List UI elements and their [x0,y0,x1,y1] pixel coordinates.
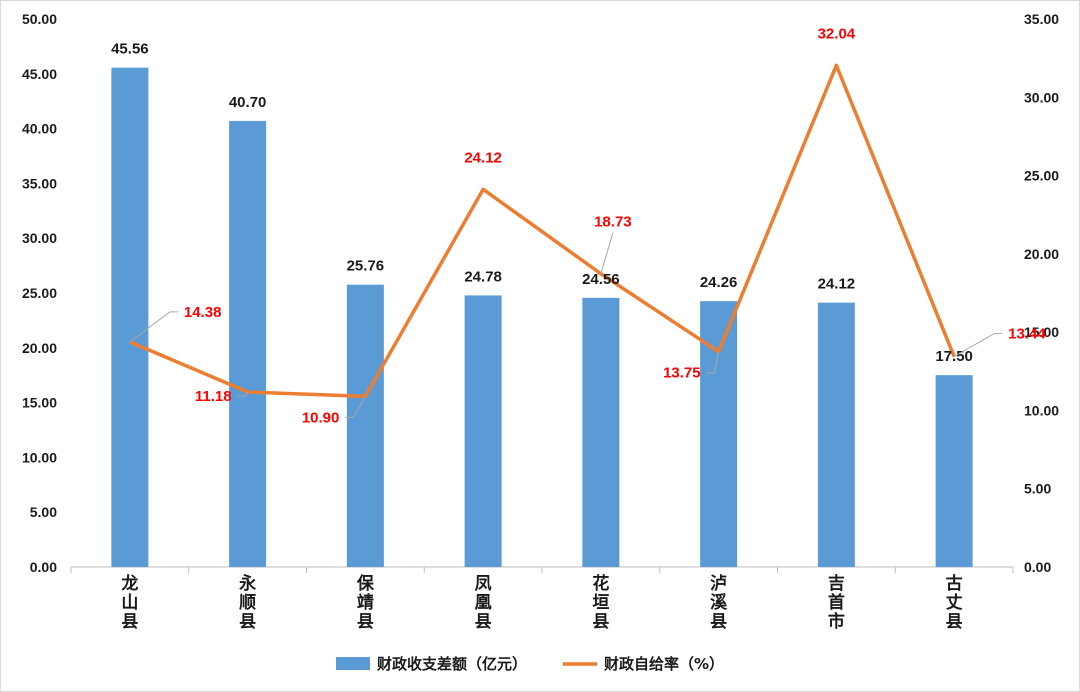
line-value-label: 18.73 [594,214,632,231]
line-value-label: 13.44 [1008,326,1046,343]
y-left-tick-label: 45.00 [22,66,57,82]
bar [817,302,855,567]
bar [582,297,620,567]
data-labels: 45.56 40.70 25.76 24.78 24.56 24.26 24.12 17.50… [111,25,1046,426]
x-category-label: 永顺县 [238,573,256,632]
bar [935,375,973,567]
line-value-label: 24.12 [464,149,502,166]
bar [111,67,149,567]
bar [229,120,267,567]
line-value-label: 10.90 [302,409,340,426]
bar-value-label: 45.56 [111,41,149,58]
y-left-tick-label: 40.00 [22,121,57,137]
y-right-tick-label: 20.00 [1024,246,1059,262]
y-left-tick-label: 35.00 [22,175,57,191]
bar-series [111,67,973,567]
line-value-label: 32.04 [818,25,856,42]
legend: 财政收支差额（亿元） 财政自给率（%） [336,655,724,673]
x-category-label: 花垣县 [592,573,609,632]
bar-value-label: 24.56 [582,271,620,288]
x-category-label: 保靖县 [356,573,375,632]
x-category-label: 龙山县 [120,573,138,632]
y-right-tick-label: 5.00 [1024,481,1051,497]
y-left-tick-label: 30.00 [22,230,57,246]
y-left-tick-label: 5.00 [30,504,57,520]
bar-value-label: 24.12 [818,276,856,293]
y-left-tick-label: 25.00 [22,285,57,301]
bar [346,284,384,567]
y-right-tick-label: 15.00 [1024,324,1059,340]
line-value-label: 14.38 [184,304,222,321]
legend-label-line: 财政自给率（%） [604,655,724,673]
leader-line [706,351,720,374]
bar-value-label: 24.78 [464,268,502,285]
x-category-label: 凤凰县 [475,574,492,632]
y-left-tick-label: 15.00 [22,395,57,411]
y-left-tick-label: 10.00 [22,449,57,465]
bar-value-label: 17.50 [935,348,973,365]
leader-line [953,333,1003,358]
bar-value-label: 24.26 [700,274,738,291]
bar-value-label: 40.70 [229,94,267,111]
y-left-tick-label: 50.00 [22,11,57,27]
bar-value-label: 25.76 [347,258,385,275]
bar [700,301,738,567]
leader-line [345,396,366,418]
leader-line [600,232,614,274]
line-value-label: 11.18 [195,388,232,405]
line-series [129,63,956,399]
x-category-label: 泸溪县 [710,574,728,632]
x-category-label: 古丈县 [946,573,963,632]
leader-line [237,391,249,397]
y-left-tick-label: 20.00 [22,340,57,356]
axes: 0.00 5.00 10.00 15.00 20.00 25.00 30.00 35.00 40… [22,11,1059,632]
y-right-tick-label: 30.00 [1024,89,1059,105]
line-path [129,63,956,399]
y-left-tick-label: 0.00 [30,559,57,575]
x-category-label: 吉首市 [828,574,845,632]
y-right-tick-label: 35.00 [1024,11,1059,27]
legend-swatch-bar [336,657,370,670]
bar [464,295,502,567]
y-right-tick-label: 0.00 [1024,559,1051,575]
line-value-label: 13.75 [663,365,701,382]
y-right-tick-label: 25.00 [1024,168,1059,184]
y-right-tick-label: 10.00 [1024,402,1059,418]
legend-label-bar: 财政收支差额（亿元） [377,655,527,673]
leader-line [129,311,178,343]
